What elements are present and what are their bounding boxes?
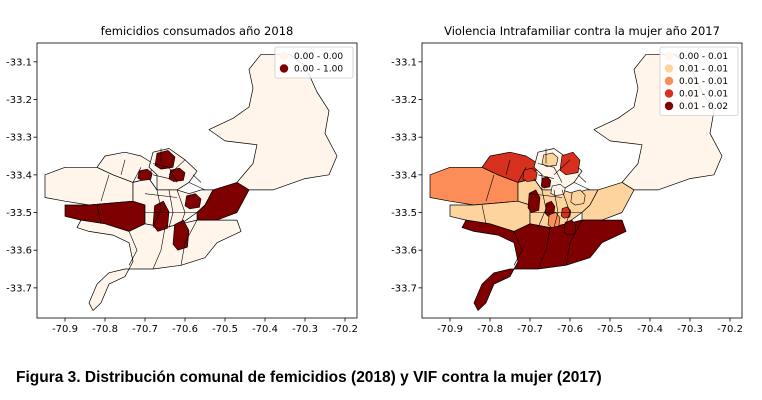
- y-tick-label: -33.2: [391, 95, 417, 106]
- commune-boundary: [148, 178, 158, 191]
- x-tick-label: -70.7: [517, 324, 543, 335]
- commune-boundary: [553, 167, 563, 183]
- commune-boundary: [481, 204, 487, 224]
- figure-caption: Figura 3. Distribución comunal de femici…: [16, 369, 602, 386]
- legend-marker: [664, 101, 674, 111]
- commune-polygon: [563, 219, 577, 236]
- x-tick-label: -70.8: [92, 324, 118, 335]
- commune-boundary: [537, 227, 551, 270]
- x-tick-label: -70.3: [292, 324, 318, 335]
- legend: 0.00 - 0.00 0.00 - 1.00: [274, 46, 354, 79]
- commune-boundary: [132, 167, 142, 183]
- commune-boundary: [100, 174, 110, 202]
- legend-marker: [279, 51, 289, 61]
- commune-boundary: [553, 159, 571, 176]
- commune-boundary: [96, 204, 102, 224]
- legend-marker: [664, 51, 674, 61]
- y-tick-label: -33.2: [6, 95, 32, 106]
- commune-boundary: [192, 174, 202, 183]
- legend-label: 0.00 - 0.00: [294, 52, 343, 62]
- commune-boundary: [529, 193, 563, 198]
- y-tick-label: -33.6: [391, 246, 417, 257]
- y-tick-label: -33.3: [391, 133, 417, 144]
- map-title: Violencia Intrafamiliar contra la mujer …: [444, 24, 720, 38]
- x-tick-label: -70.3: [677, 324, 703, 335]
- commune-boundary: [565, 219, 583, 266]
- commune-boundary: [505, 159, 511, 175]
- commune-polygon: [559, 151, 581, 176]
- commune-polygon: [154, 150, 176, 170]
- legend-label: 0.01 - 0.01: [679, 90, 728, 100]
- y-tick-label: -33.5: [391, 208, 417, 219]
- commune-boundary: [573, 182, 591, 191]
- legend-label: 0.01 - 0.01: [679, 77, 728, 87]
- legend-box: [274, 46, 354, 79]
- commune-polygon: [152, 200, 170, 232]
- legend: 0.00 - 0.01 0.01 - 0.01 0.01 - 0.01 0.01 - …: [659, 46, 739, 116]
- x-tick-label: -70.4: [252, 324, 278, 335]
- commune-polygon: [540, 176, 552, 189]
- y-tick-label: -33.7: [391, 283, 417, 294]
- map-title: femicidios consumados año 2018: [101, 24, 294, 38]
- legend-marker: [664, 76, 674, 86]
- x-tick-label: -70.6: [172, 324, 198, 335]
- legend-label: 0.00 - 0.01: [679, 52, 728, 62]
- x-tick-label: -70.8: [477, 324, 503, 335]
- y-tick-label: -33.4: [6, 170, 32, 181]
- x-tick-label: -70.5: [597, 324, 623, 335]
- x-tick-label: -70.2: [332, 324, 358, 335]
- y-tick-label: -33.1: [6, 57, 32, 68]
- legend-marker: [664, 89, 674, 98]
- x-tick-label: -70.6: [557, 324, 583, 335]
- commune-boundary: [537, 189, 547, 228]
- legend-box: [659, 46, 739, 116]
- commune-boundary: [144, 193, 178, 198]
- commune-boundary: [120, 159, 126, 175]
- commune-region-south: [76, 219, 242, 311]
- commune-boundary: [517, 167, 527, 183]
- y-tick-label: -33.7: [6, 283, 32, 294]
- x-tick-label: -70.5: [212, 324, 238, 335]
- commune-boundary: [533, 178, 543, 191]
- legend-label: 0.00 - 1.00: [294, 65, 343, 75]
- commune-boundary: [152, 227, 166, 270]
- y-tick-label: -33.1: [391, 57, 417, 68]
- commune-boundary: [513, 231, 523, 266]
- commune-boundary: [577, 174, 587, 183]
- map-panel-vif: Violencia Intrafamiliar contra la mujer …: [391, 24, 743, 335]
- y-tick-label: -33.5: [6, 208, 32, 219]
- x-tick-label: -70.4: [637, 324, 663, 335]
- commune-boundary: [188, 182, 206, 191]
- x-tick-label: -70.7: [132, 324, 158, 335]
- commune-boundary: [168, 167, 178, 183]
- commune-boundary: [180, 219, 198, 266]
- y-tick-label: -33.6: [6, 246, 32, 257]
- legend-label: 0.01 - 0.01: [679, 65, 728, 75]
- legend-marker: [279, 64, 289, 73]
- legend-marker: [664, 64, 674, 73]
- commune-boundary: [168, 159, 186, 176]
- commune-boundary: [537, 174, 555, 179]
- commune-boundary: [128, 231, 138, 266]
- commune-region-central: [132, 178, 214, 228]
- commune-polygon: [184, 193, 202, 210]
- x-tick-label: -70.2: [717, 324, 743, 335]
- commune-boundary: [152, 174, 170, 179]
- y-tick-label: -33.3: [6, 133, 32, 144]
- commune-boundary: [485, 174, 495, 202]
- x-tick-label: -70.9: [437, 324, 463, 335]
- commune-boundary: [537, 163, 555, 168]
- map-panel-femicidios: femicidios consumados año 2018 -70.9 -70.8…: [6, 24, 358, 335]
- commune-boundary: [152, 163, 170, 168]
- x-tick-label: -70.9: [52, 324, 78, 335]
- y-tick-label: -33.4: [391, 170, 417, 181]
- commune-polygon: [570, 189, 586, 206]
- commune-boundary: [152, 189, 162, 228]
- legend-label: 0.01 - 0.02: [679, 102, 728, 112]
